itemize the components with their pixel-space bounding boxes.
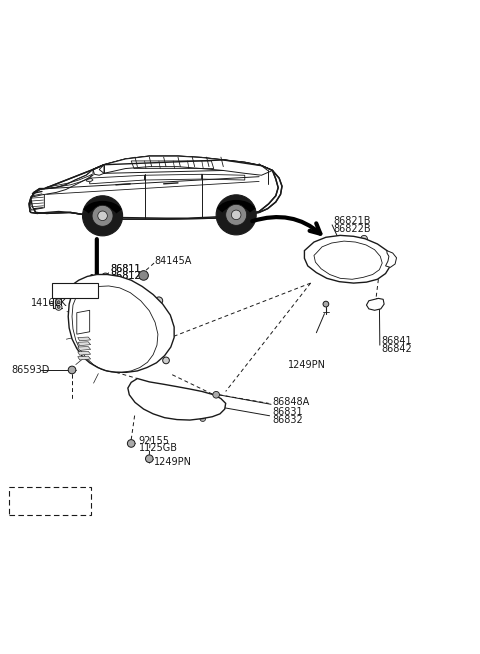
Circle shape bbox=[361, 235, 367, 242]
Text: 86822B: 86822B bbox=[333, 224, 371, 233]
Polygon shape bbox=[31, 160, 278, 219]
Text: 84145A: 84145A bbox=[154, 256, 192, 266]
Text: 86841: 86841 bbox=[381, 336, 412, 347]
Circle shape bbox=[200, 416, 205, 421]
Text: 1249PN: 1249PN bbox=[154, 456, 192, 466]
Circle shape bbox=[216, 195, 256, 235]
Polygon shape bbox=[78, 356, 91, 360]
Text: 86811: 86811 bbox=[110, 264, 141, 274]
Text: 86812: 86812 bbox=[110, 271, 141, 281]
Text: 86590: 86590 bbox=[13, 501, 44, 511]
Polygon shape bbox=[385, 250, 396, 267]
Polygon shape bbox=[78, 347, 91, 351]
FancyBboxPatch shape bbox=[52, 283, 98, 298]
Text: (-150515): (-150515) bbox=[13, 490, 58, 500]
Text: 86832: 86832 bbox=[273, 415, 303, 424]
Circle shape bbox=[384, 255, 390, 262]
Polygon shape bbox=[78, 342, 91, 345]
Circle shape bbox=[102, 273, 109, 281]
Polygon shape bbox=[30, 194, 44, 210]
Text: 86811: 86811 bbox=[110, 264, 141, 274]
Text: 86593D: 86593D bbox=[11, 365, 49, 375]
Circle shape bbox=[98, 211, 108, 220]
Circle shape bbox=[55, 299, 62, 305]
Text: 86834E: 86834E bbox=[55, 286, 89, 295]
Circle shape bbox=[165, 317, 172, 323]
Circle shape bbox=[213, 392, 219, 398]
Circle shape bbox=[57, 301, 60, 303]
Circle shape bbox=[139, 271, 148, 280]
Circle shape bbox=[49, 502, 57, 509]
Polygon shape bbox=[78, 337, 91, 341]
Polygon shape bbox=[366, 298, 384, 310]
Text: 92155: 92155 bbox=[139, 436, 170, 445]
Polygon shape bbox=[86, 178, 93, 182]
Text: 86812: 86812 bbox=[110, 271, 141, 281]
Circle shape bbox=[92, 205, 113, 226]
Circle shape bbox=[68, 366, 76, 374]
Text: 86842: 86842 bbox=[381, 344, 412, 354]
Text: 86831: 86831 bbox=[273, 407, 303, 417]
Polygon shape bbox=[68, 275, 174, 372]
Circle shape bbox=[127, 439, 135, 447]
Text: 86848A: 86848A bbox=[273, 398, 310, 407]
Polygon shape bbox=[99, 156, 273, 175]
Circle shape bbox=[323, 301, 329, 307]
Text: 86834E: 86834E bbox=[55, 286, 89, 295]
Polygon shape bbox=[304, 235, 392, 283]
Circle shape bbox=[145, 455, 153, 462]
Circle shape bbox=[57, 305, 60, 309]
Circle shape bbox=[55, 303, 62, 310]
Circle shape bbox=[51, 504, 54, 508]
Circle shape bbox=[179, 402, 187, 409]
Polygon shape bbox=[78, 351, 91, 355]
Polygon shape bbox=[128, 379, 226, 420]
Text: 1125GB: 1125GB bbox=[139, 443, 178, 453]
Text: 1416LK: 1416LK bbox=[31, 298, 67, 308]
Text: 1249PN: 1249PN bbox=[288, 360, 326, 370]
Polygon shape bbox=[30, 169, 93, 209]
Circle shape bbox=[163, 357, 169, 364]
Circle shape bbox=[313, 253, 320, 260]
Text: 86821B: 86821B bbox=[333, 216, 371, 226]
Circle shape bbox=[155, 297, 163, 305]
Circle shape bbox=[83, 196, 122, 236]
FancyBboxPatch shape bbox=[9, 487, 91, 515]
Polygon shape bbox=[29, 156, 282, 218]
Circle shape bbox=[372, 302, 375, 306]
Circle shape bbox=[226, 204, 247, 226]
Circle shape bbox=[231, 210, 241, 220]
